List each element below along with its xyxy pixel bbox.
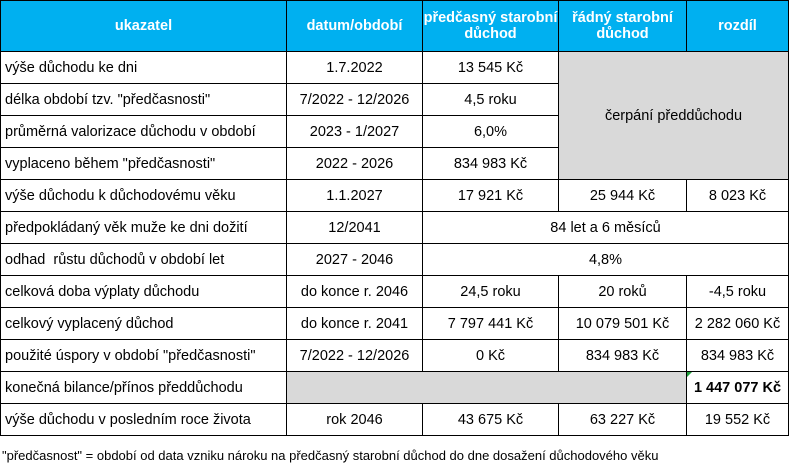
row-early-value: 24,5 roku bbox=[422, 275, 559, 308]
row-regular-value: 63 227 Kč bbox=[558, 403, 687, 436]
row-date: 2022 - 2026 bbox=[286, 147, 423, 180]
row-merged-value: 84 let a 6 měsíců bbox=[422, 211, 789, 244]
table-row: délka období tzv. "předčasnosti" 7/2022 … bbox=[0, 83, 789, 116]
row-date: 7/2022 - 12/2026 bbox=[286, 83, 423, 116]
row-difference: 834 983 Kč bbox=[686, 339, 789, 372]
table-row: výše důchodu k důchodovému věku 1.1.2027… bbox=[0, 179, 789, 212]
row-label: vyplaceno během "předčasnosti" bbox=[0, 147, 287, 180]
row-date: rok 2046 bbox=[286, 403, 423, 436]
row-early-value: 834 983 Kč bbox=[422, 147, 559, 180]
row-difference: -4,5 roku bbox=[686, 275, 789, 308]
footnote: "předčasnost" = období od data vzniku ná… bbox=[2, 448, 659, 463]
table-row: výše důchodu ke dni 1.7.2022 13 545 Kč č… bbox=[0, 51, 789, 180]
row-early-value: 6,0% bbox=[422, 115, 559, 148]
row-label: celková doba výplaty důchodu bbox=[0, 275, 287, 308]
header-date-period: datum/období bbox=[286, 0, 423, 52]
row-label: průměrná valorizace důchodu v období bbox=[0, 115, 287, 148]
header-difference: rozdíl bbox=[686, 0, 789, 52]
row-label: konečná bilance/přínos předdůchodu bbox=[0, 371, 287, 404]
row-label: výše důchodu v posledním roce života bbox=[0, 403, 287, 436]
table-row: výše důchodu v posledním roce života rok… bbox=[0, 403, 789, 436]
final-balance-value: 1 447 077 Kč bbox=[686, 371, 789, 404]
header-row: ukazatel datum/období předčasný starobní… bbox=[0, 0, 789, 52]
row-date: 7/2022 - 12/2026 bbox=[286, 339, 423, 372]
row-label: použité úspory v období "předčasnosti" bbox=[0, 339, 287, 372]
row-regular-value: 25 944 Kč bbox=[558, 179, 687, 212]
header-regular-pension: řádný starobní důchod bbox=[558, 0, 687, 52]
row-early-value: 4,5 roku bbox=[422, 83, 559, 116]
row-label: celkový vyplacený důchod bbox=[0, 307, 287, 340]
table-row: použité úspory v období "předčasnosti" 7… bbox=[0, 339, 789, 372]
grey-empty-cell bbox=[286, 371, 687, 404]
row-date: 1.7.2022 bbox=[286, 51, 423, 84]
row-regular-value: 20 roků bbox=[558, 275, 687, 308]
row-early-value: 13 545 Kč bbox=[422, 51, 559, 84]
table-row: vyplaceno během "předčasnosti" 2022 - 20… bbox=[0, 147, 789, 180]
table-row: celková doba výplaty důchodu do konce r.… bbox=[0, 275, 789, 308]
row-date: 12/2041 bbox=[286, 211, 423, 244]
header-early-pension: předčasný starobní důchod bbox=[422, 0, 559, 52]
row-label: předpokládaný věk muže ke dni dožití bbox=[0, 211, 287, 244]
row-label: výše důchodu k důchodovému věku bbox=[0, 179, 287, 212]
table-row: průměrná valorizace důchodu v období 202… bbox=[0, 115, 789, 148]
row-date: 1.1.2027 bbox=[286, 179, 423, 212]
row-date: 2023 - 1/2027 bbox=[286, 115, 423, 148]
row-regular-value: 10 079 501 Kč bbox=[558, 307, 687, 340]
row-merged-value: 4,8% bbox=[422, 243, 789, 276]
row-difference: 19 552 Kč bbox=[686, 403, 789, 436]
table-row: celkový vyplacený důchod do konce r. 204… bbox=[0, 307, 789, 340]
table-row: konečná bilance/přínos předdůchodu 1 447… bbox=[0, 371, 789, 404]
row-difference: 2 282 060 Kč bbox=[686, 307, 789, 340]
row-date: do konce r. 2041 bbox=[286, 307, 423, 340]
pension-comparison-table: ukazatel datum/období předčasný starobní… bbox=[0, 0, 789, 436]
header-indicator: ukazatel bbox=[0, 0, 287, 52]
row-early-value: 43 675 Kč bbox=[422, 403, 559, 436]
row-early-value: 17 921 Kč bbox=[422, 179, 559, 212]
grey-merged-cell: čerpání předdůchodu bbox=[558, 51, 789, 180]
table-row: odhad růstu důchodů v období let 2027 - … bbox=[0, 243, 789, 276]
row-label: délka období tzv. "předčasnosti" bbox=[0, 83, 287, 116]
row-date: 2027 - 2046 bbox=[286, 243, 423, 276]
row-label: odhad růstu důchodů v období let bbox=[0, 243, 287, 276]
row-date: do konce r. 2046 bbox=[286, 275, 423, 308]
row-difference: 8 023 Kč bbox=[686, 179, 789, 212]
row-early-value: 0 Kč bbox=[422, 339, 559, 372]
row-regular-value: 834 983 Kč bbox=[558, 339, 687, 372]
table-row: předpokládaný věk muže ke dni dožití 12/… bbox=[0, 211, 789, 244]
row-early-value: 7 797 441 Kč bbox=[422, 307, 559, 340]
row-label: výše důchodu ke dni bbox=[0, 51, 287, 84]
